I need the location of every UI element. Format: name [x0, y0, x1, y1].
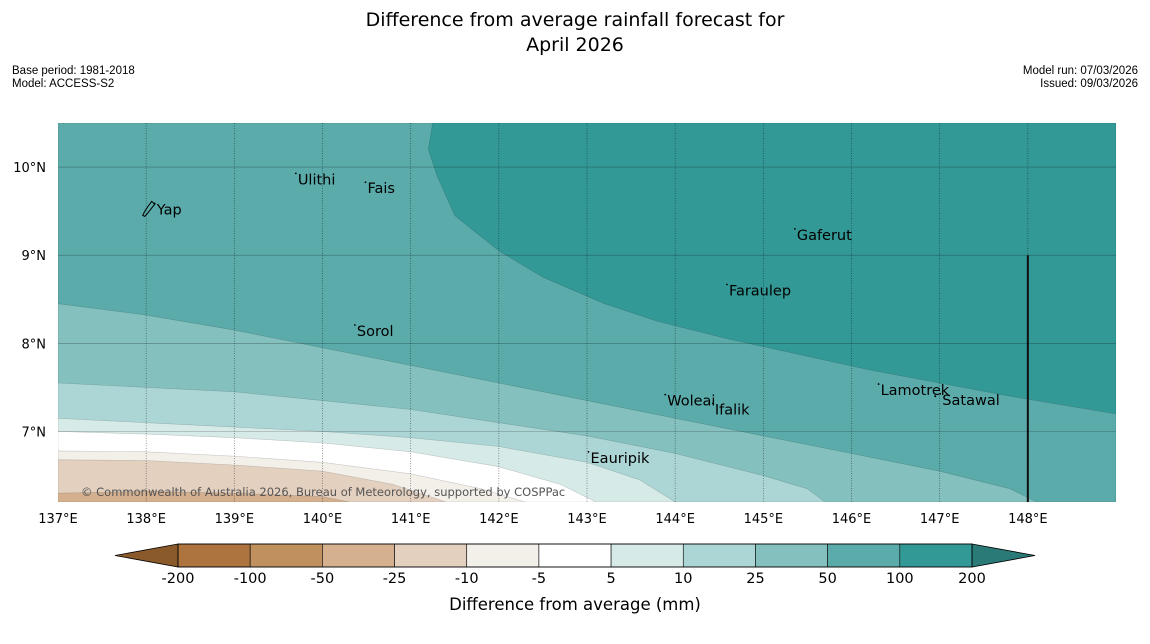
island-marker — [294, 172, 297, 175]
island-marker — [353, 324, 356, 326]
colorbar-segment — [466, 543, 540, 568]
colorbar-extend-low — [114, 543, 179, 568]
base-period-text: Base period: 1981-2018 — [12, 65, 135, 77]
yap-island-outline — [142, 200, 156, 217]
place-labels: Ulithi Fais Yap Gaferut Faraulep Sorol WoleaiI… — [142, 172, 1000, 467]
colorbar: -200 -100 -50 -25 -10 -5 5 10 25 50 100 200 Differen… — [114, 543, 1036, 614]
island-marker — [364, 181, 367, 184]
island-marker — [587, 451, 590, 453]
colorbar-segment — [682, 543, 756, 568]
x-tick-label: 140°E — [303, 512, 343, 527]
place-label: Fais — [367, 181, 394, 197]
meta-left: Base period: 1981-2018 Model: ACCESS-S2 — [12, 65, 135, 91]
y-tick-label: 9°N — [22, 249, 47, 264]
colorbar-outline — [177, 543, 973, 568]
x-tick-label: 137°E — [38, 512, 78, 527]
model-text: Model: ACCESS-S2 — [12, 78, 115, 90]
colorbar-segment — [249, 543, 323, 568]
island-marker — [726, 283, 728, 286]
colorbar-tick-label: 25 — [746, 571, 764, 587]
colorbar-tick-label: 100 — [886, 571, 914, 587]
place-label: Gaferut — [797, 228, 852, 244]
colorbar-tick-label: 5 — [606, 571, 615, 587]
island-marker — [793, 228, 796, 230]
y-tick-label: 8°N — [22, 337, 47, 352]
x-tick-label: 148°E — [1008, 512, 1048, 527]
x-tick-label: 143°E — [567, 512, 607, 527]
place-label: Satawal — [942, 393, 999, 409]
place-label: Woleai — [667, 394, 715, 410]
x-tick-label: 146°E — [832, 512, 872, 527]
x-tick-label: 141°E — [391, 512, 431, 527]
place-label: Ifalik — [715, 402, 750, 418]
colorbar-extend-high — [971, 543, 1036, 568]
colorbar-segment — [610, 543, 684, 568]
island-marker — [711, 402, 714, 405]
colorbar-tick-label: 50 — [818, 571, 836, 587]
colorbar-segment — [322, 543, 395, 568]
x-tick-label: 138°E — [126, 512, 166, 527]
colorbar-tick-label: -10 — [455, 571, 479, 587]
contour-region-1 — [427, 123, 1116, 415]
x-tick-label: 144°E — [655, 512, 695, 527]
colorbar-tick-label: -25 — [383, 571, 407, 587]
place-label: Yap — [156, 202, 182, 218]
colorbar-label: Difference from average (mm) — [449, 595, 701, 614]
issued-text: Issued: 09/03/2026 — [1040, 78, 1138, 90]
place-label: Faraulep — [729, 283, 791, 299]
colorbar-segment — [538, 543, 612, 568]
x-tick-label: 142°E — [479, 512, 519, 527]
colorbar-segment — [177, 543, 251, 568]
colorbar-tick-label: -100 — [234, 571, 267, 587]
chart-title: Difference from average rainfall forecas… — [0, 8, 1150, 58]
x-tick-label: 145°E — [744, 512, 784, 527]
colorbar-segment — [394, 543, 468, 568]
title-line-2: April 2026 — [526, 34, 624, 56]
place-label: Ulithi — [298, 172, 336, 188]
colorbar-tick-label: 10 — [674, 571, 692, 587]
title-line-1: Difference from average rainfall forecas… — [365, 9, 785, 31]
y-tick-label: 10°N — [13, 161, 46, 176]
island-marker — [877, 383, 880, 385]
copyright-text: © Commonwealth of Australia 2026, Bureau… — [81, 485, 565, 499]
gridlines — [58, 123, 1116, 502]
colorbar-tick-label: -50 — [311, 571, 335, 587]
place-label: Sorol — [357, 324, 394, 340]
model-run-text: Model run: 07/03/2026 — [1022, 65, 1138, 77]
colorbar-tick-label: -5 — [532, 571, 546, 587]
x-tick-label: 139°E — [215, 512, 255, 527]
x-tick-label: 147°E — [920, 512, 960, 527]
place-label: Eauripik — [591, 451, 650, 467]
island-marker — [939, 392, 942, 395]
island-dot — [934, 395, 937, 398]
contour-regions — [58, 123, 1116, 502]
contour-region-7 — [58, 459, 446, 502]
y-tick-label: 7°N — [22, 425, 47, 440]
island-marker — [664, 393, 667, 396]
axes: 137°E 138°E 139°E 140°E 141°E 142°E 143°E 144°E… — [13, 161, 1047, 527]
colorbar-tick-label: -200 — [162, 571, 195, 587]
meta-right: Model run: 07/03/2026 Issued: 09/03/2026 — [1023, 65, 1138, 91]
map-layer: © Commonwealth of Australia 2026, Bureau… — [58, 123, 1116, 502]
colorbar-tick-label: 200 — [958, 571, 986, 587]
colorbar-segment — [827, 543, 901, 568]
colorbar-segment — [755, 543, 828, 568]
place-label: Lamotrek — [881, 383, 950, 399]
colorbar-segment — [899, 543, 973, 568]
